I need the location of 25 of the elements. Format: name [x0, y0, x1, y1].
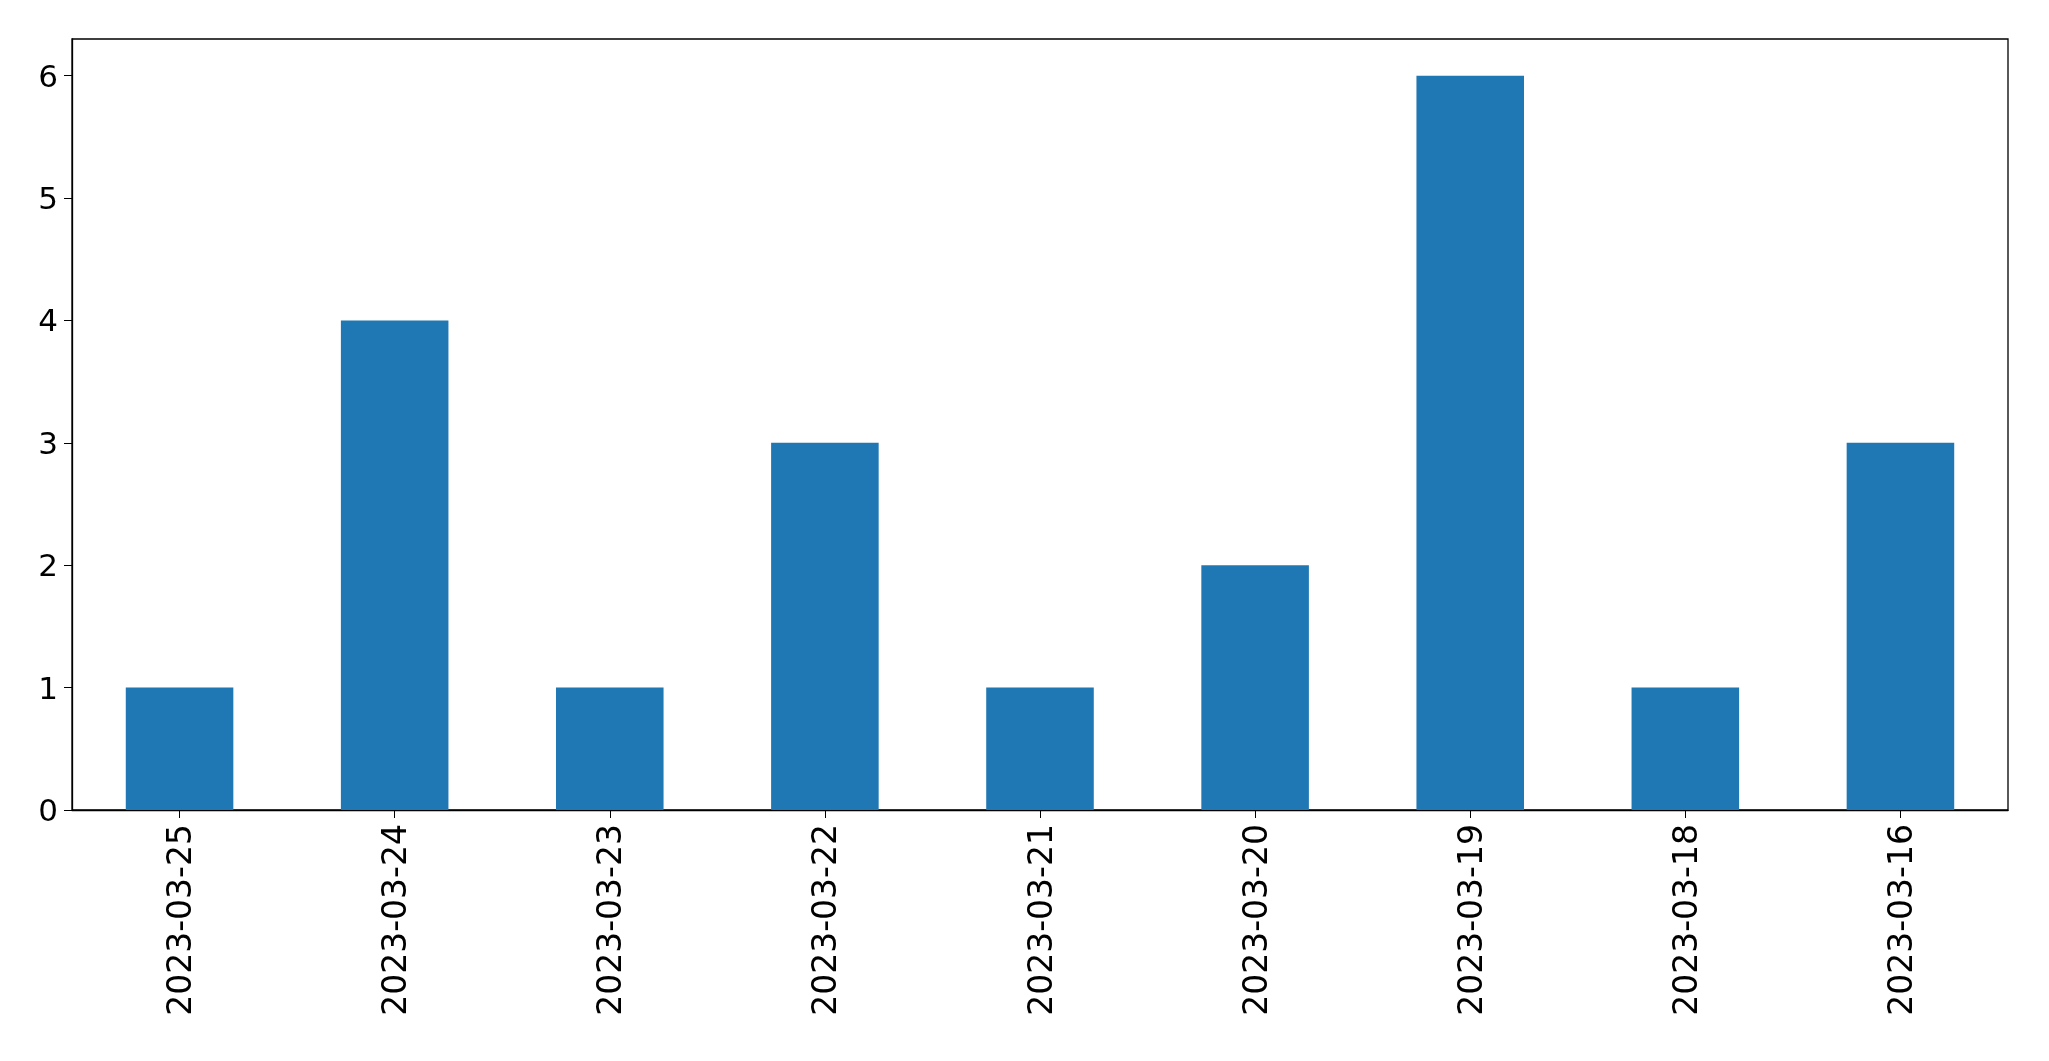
y-tick-label: 2: [38, 547, 58, 584]
x-tick-label: 2023-03-24: [375, 824, 415, 1016]
bar: [340, 320, 449, 810]
y-tick-label: 3: [38, 424, 58, 461]
bar: [1416, 75, 1524, 810]
x-tick-label: 2023-03-18: [1665, 824, 1705, 1016]
bar: [986, 687, 1094, 810]
x-tick-label: 2023-03-16: [1880, 824, 1920, 1016]
bar: [771, 442, 879, 810]
x-tick-label: 2023-03-25: [160, 824, 200, 1016]
x-tick-label: 2023-03-20: [1235, 824, 1275, 1016]
bar: [556, 687, 664, 810]
bar: [125, 687, 234, 810]
y-tick-label: 4: [38, 302, 58, 339]
y-tick-label: 5: [38, 180, 58, 217]
y-tick-label: 0: [38, 792, 58, 828]
x-tick-label: 2023-03-21: [1020, 824, 1060, 1016]
x-tick-label: 2023-03-23: [590, 824, 630, 1016]
y-tick-label: 1: [38, 669, 58, 706]
bar: [1631, 687, 1740, 810]
bar: [1201, 565, 1309, 810]
x-tick-label: 2023-03-22: [805, 824, 845, 1016]
x-tick-label: 2023-03-19: [1450, 824, 1490, 1016]
y-tick-label: 6: [38, 57, 58, 94]
bar: [1846, 442, 1955, 810]
